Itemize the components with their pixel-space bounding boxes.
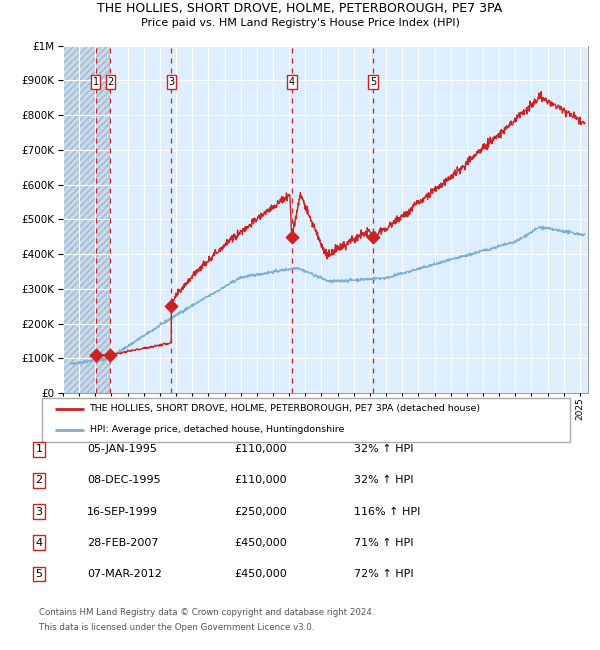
Bar	[63, 46, 110, 393]
Text: 4: 4	[35, 538, 43, 548]
Text: 3: 3	[35, 506, 43, 517]
Text: 08-DEC-1995: 08-DEC-1995	[87, 475, 161, 486]
Text: 16-SEP-1999: 16-SEP-1999	[87, 506, 158, 517]
Text: THE HOLLIES, SHORT DROVE, HOLME, PETERBOROUGH, PE7 3PA (detached house): THE HOLLIES, SHORT DROVE, HOLME, PETERBO…	[89, 404, 481, 413]
Text: 5: 5	[370, 77, 376, 87]
Text: 71% ↑ HPI: 71% ↑ HPI	[354, 538, 413, 548]
Text: £450,000: £450,000	[234, 538, 287, 548]
FancyBboxPatch shape	[42, 398, 570, 442]
Text: 4: 4	[289, 77, 295, 87]
Text: 28-FEB-2007: 28-FEB-2007	[87, 538, 158, 548]
Text: 05-JAN-1995: 05-JAN-1995	[87, 444, 157, 454]
Text: 07-MAR-2012: 07-MAR-2012	[87, 569, 162, 579]
Point	[106, 350, 115, 360]
Text: 72% ↑ HPI: 72% ↑ HPI	[354, 569, 413, 579]
Text: HPI: Average price, detached house, Huntingdonshire: HPI: Average price, detached house, Hunt…	[89, 425, 344, 434]
Text: Price paid vs. HM Land Registry's House Price Index (HPI): Price paid vs. HM Land Registry's House …	[140, 18, 460, 28]
Text: £450,000: £450,000	[234, 569, 287, 579]
Text: 32% ↑ HPI: 32% ↑ HPI	[354, 475, 413, 486]
Text: 2: 2	[35, 475, 43, 486]
Text: 3: 3	[168, 77, 175, 87]
Text: 5: 5	[35, 569, 43, 579]
Point	[91, 350, 100, 360]
Text: £110,000: £110,000	[234, 444, 287, 454]
Text: Contains HM Land Registry data © Crown copyright and database right 2024.: Contains HM Land Registry data © Crown c…	[39, 608, 374, 618]
Point	[167, 301, 176, 311]
Bar	[63, 46, 110, 393]
Text: £110,000: £110,000	[234, 475, 287, 486]
Text: 116% ↑ HPI: 116% ↑ HPI	[354, 506, 421, 517]
Point	[368, 231, 377, 242]
Point	[287, 231, 296, 242]
Text: 32% ↑ HPI: 32% ↑ HPI	[354, 444, 413, 454]
Text: 1: 1	[35, 444, 43, 454]
Text: This data is licensed under the Open Government Licence v3.0.: This data is licensed under the Open Gov…	[39, 623, 314, 632]
Text: THE HOLLIES, SHORT DROVE, HOLME, PETERBOROUGH, PE7 3PA: THE HOLLIES, SHORT DROVE, HOLME, PETERBO…	[97, 2, 503, 15]
Text: 2: 2	[107, 77, 113, 87]
Text: £250,000: £250,000	[234, 506, 287, 517]
Text: 1: 1	[92, 77, 98, 87]
